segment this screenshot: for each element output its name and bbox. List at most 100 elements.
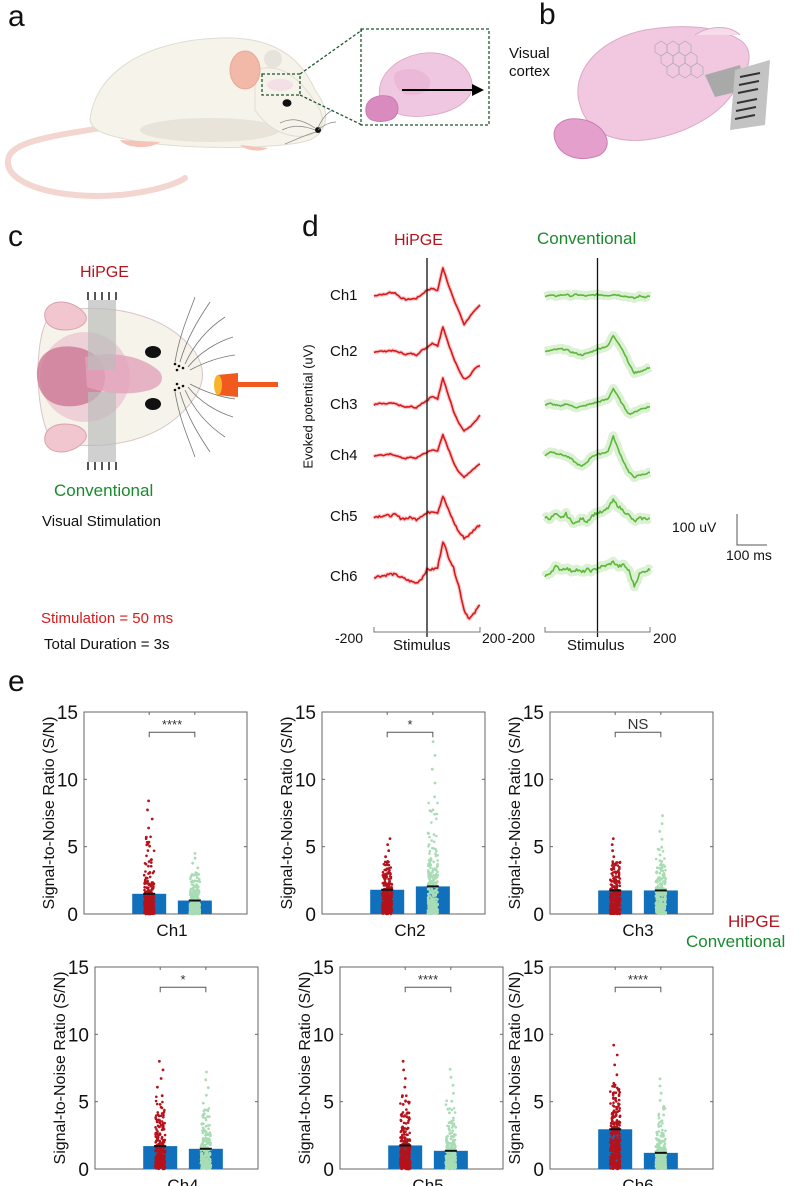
data-point	[400, 1159, 404, 1162]
data-point	[617, 1098, 621, 1102]
data-point	[617, 1105, 620, 1108]
data-point	[407, 1119, 410, 1122]
data-point	[433, 781, 437, 785]
data-point	[612, 855, 616, 859]
data-point	[609, 911, 613, 914]
data-point	[147, 906, 150, 909]
data-point	[611, 849, 614, 853]
data-point	[663, 900, 667, 903]
data-point	[193, 852, 197, 855]
data-point	[160, 1137, 164, 1140]
data-point	[663, 865, 667, 868]
data-point	[661, 869, 665, 873]
data-point	[388, 837, 392, 840]
data-point	[143, 888, 146, 892]
data-point	[149, 864, 153, 868]
data-point	[385, 861, 389, 865]
data-point	[611, 867, 615, 871]
y-tick-label: 5	[78, 1093, 89, 1114]
data-point	[407, 1100, 410, 1104]
data-point	[662, 1146, 666, 1150]
data-point	[617, 892, 621, 896]
data-point	[664, 868, 667, 872]
data-point	[447, 1154, 451, 1157]
data-point	[402, 1121, 406, 1125]
data-point	[408, 1167, 411, 1171]
data-point	[609, 1157, 613, 1161]
data-point	[188, 912, 192, 916]
data-point	[401, 1103, 405, 1106]
data-point	[400, 1137, 404, 1140]
data-point	[401, 1125, 404, 1128]
data-point	[189, 875, 193, 879]
data-point	[659, 1124, 663, 1128]
data-point	[150, 858, 153, 861]
data-point	[612, 1097, 615, 1100]
data-point	[193, 879, 197, 882]
data-point	[189, 903, 192, 906]
data-point	[611, 895, 614, 899]
data-point	[618, 1152, 621, 1156]
data-point	[154, 1155, 158, 1159]
data-point	[404, 1100, 407, 1103]
right-x-center-label: Stimulus	[567, 637, 625, 654]
data-point	[618, 904, 622, 907]
data-point	[192, 901, 195, 904]
data-point	[447, 1166, 451, 1170]
visual-cortex-label-line1: Visual	[509, 45, 550, 62]
data-point	[403, 1150, 407, 1153]
data-point	[389, 877, 393, 880]
brain-region-box	[261, 73, 301, 96]
data-point	[153, 1164, 157, 1167]
data-point	[406, 1157, 409, 1160]
data-point	[201, 1101, 205, 1105]
data-point	[614, 1136, 617, 1140]
channel-label-ch1: Ch1	[330, 287, 358, 304]
data-point	[654, 857, 658, 861]
data-point	[384, 910, 387, 913]
data-point	[143, 885, 146, 889]
data-point	[160, 1150, 164, 1153]
left-x-max-label: 200	[482, 630, 506, 646]
data-point	[662, 871, 666, 875]
data-point	[614, 886, 618, 890]
data-point	[160, 1128, 164, 1132]
plot-frame	[83, 711, 248, 915]
light-stimulus-icon	[214, 373, 278, 397]
data-point	[614, 872, 618, 875]
data-point	[406, 1121, 410, 1124]
data-point	[148, 875, 152, 879]
data-point	[448, 1111, 451, 1115]
data-point	[160, 1094, 164, 1098]
y-tick-label: 5	[67, 838, 78, 859]
data-point	[611, 1155, 615, 1158]
data-point	[156, 1138, 160, 1141]
data-point	[160, 1123, 163, 1127]
data-point	[384, 855, 387, 859]
data-point	[146, 894, 150, 898]
data-point	[608, 1162, 612, 1166]
data-point	[190, 894, 194, 898]
data-point	[618, 884, 622, 888]
y-axis-label: Signal-to-Noise Ratio (S/N)	[507, 717, 524, 910]
panel-d-hipge-title: HiPGE	[394, 232, 443, 249]
data-point	[403, 1153, 407, 1156]
data-point	[450, 1099, 454, 1103]
data-point	[149, 835, 152, 839]
data-point	[436, 859, 439, 862]
data-point	[660, 1159, 663, 1162]
data-point	[612, 1159, 615, 1162]
data-point	[435, 849, 438, 853]
data-point	[161, 1163, 165, 1167]
data-point	[658, 1145, 662, 1149]
data-point	[662, 1161, 665, 1164]
data-point	[405, 1115, 409, 1118]
panel-e-letter: e	[8, 665, 25, 698]
brain-with-electrode-illustration	[553, 26, 770, 159]
data-point	[614, 909, 617, 912]
data-point	[659, 1167, 662, 1171]
data-point	[609, 1121, 613, 1125]
data-point	[434, 882, 437, 885]
data-point	[617, 898, 620, 902]
